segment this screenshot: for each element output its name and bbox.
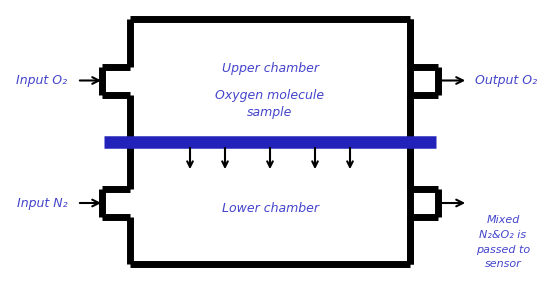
Text: Upper chamber: Upper chamber — [221, 62, 319, 75]
Text: Output O₂: Output O₂ — [475, 74, 537, 87]
Text: Input O₂: Input O₂ — [16, 74, 68, 87]
Bar — [132, 22, 408, 262]
Text: Oxygen molecule
sample: Oxygen molecule sample — [215, 89, 325, 119]
Text: Mixed
N₂&O₂ is
passed to
sensor: Mixed N₂&O₂ is passed to sensor — [476, 215, 530, 270]
Text: Input N₂: Input N₂ — [17, 197, 67, 210]
Text: Lower chamber: Lower chamber — [221, 202, 319, 214]
